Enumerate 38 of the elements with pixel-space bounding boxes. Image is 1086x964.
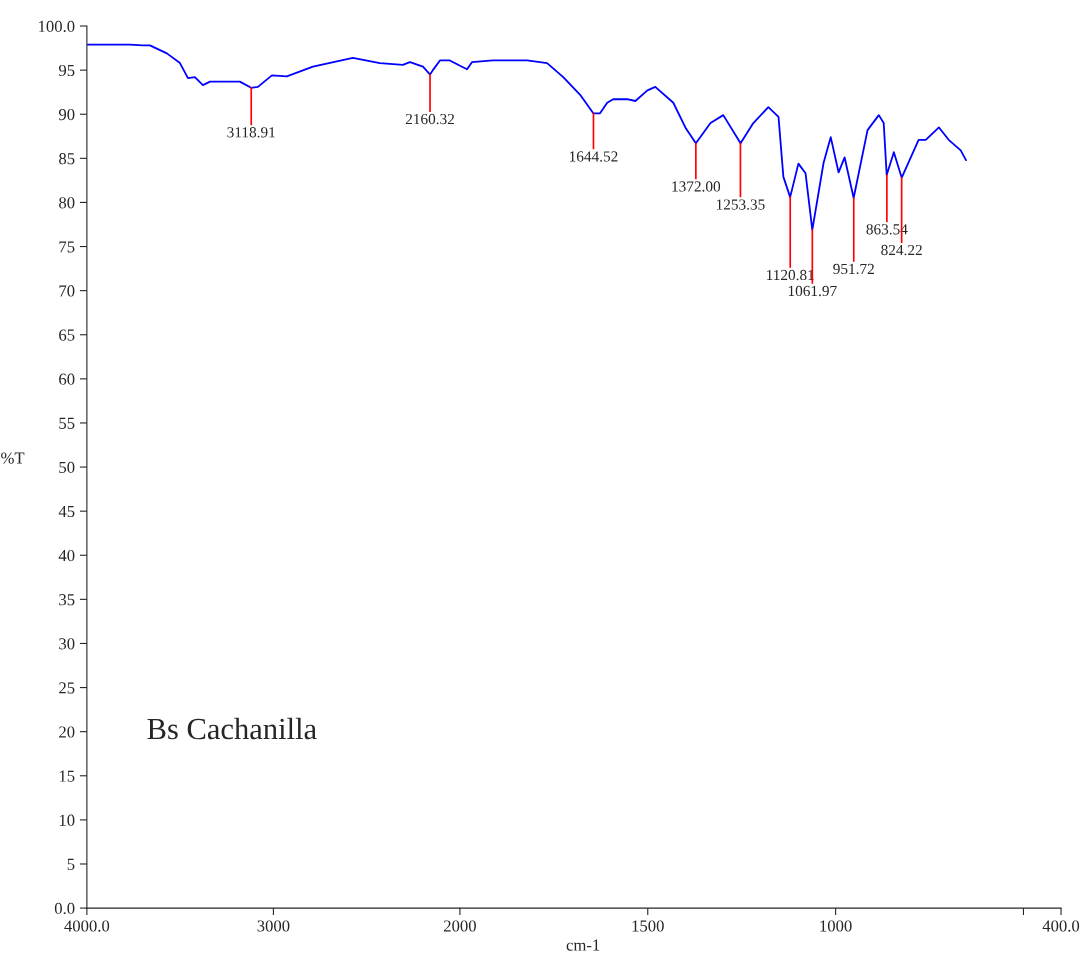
y-tick-label: 65 [59, 329, 75, 341]
y-tick-label: 95 [58, 64, 75, 77]
y-tick-label: 25 [59, 682, 75, 694]
x-tick-label: 3000 [257, 920, 290, 932]
annotation: 951.72 [833, 263, 874, 275]
x-tick-label: 1500 [632, 920, 664, 932]
y-tick-label: 35 [59, 594, 75, 606]
y-tick-label: 90 [58, 108, 75, 121]
annotation: 2160.32 [405, 113, 454, 125]
y-tick-label: 40 [58, 549, 75, 562]
y-tick-label: 0.0 [54, 902, 75, 915]
y-tick-label: 45 [58, 505, 75, 518]
annotation: 1644.52 [569, 151, 618, 162]
y-axis-title: %T [1, 452, 25, 464]
y-tick-label: 75 [59, 241, 75, 253]
y-tick-label: 100.0 [39, 20, 75, 33]
y-tick-label: 55 [59, 417, 75, 429]
y-tick-label: 50 [59, 461, 75, 473]
x-tick-label: 1000 [820, 920, 852, 932]
y-tick-label: 15 [59, 770, 75, 782]
y-tick-label: 60 [59, 373, 75, 385]
y-tick-label: 70 [59, 285, 75, 297]
y-tick-label: 20 [59, 726, 75, 738]
annotation: 1372.00 [672, 181, 721, 192]
x-axis-title: cm-1 [566, 939, 600, 951]
x-tick-label: 4000.0 [64, 920, 110, 932]
annotation: Bs Cachanilla [147, 717, 317, 740]
annotation: 1253.35 [716, 199, 765, 210]
annotation: 3118.91 [227, 127, 275, 138]
y-tick-label: 30 [59, 638, 75, 650]
y-tick-label: 80 [59, 197, 75, 209]
x-tick-label: 400.0 [1042, 920, 1080, 932]
y-tick-label: 85 [59, 153, 75, 165]
annotation: 1061.97 [788, 285, 837, 297]
y-tick-label: 10 [59, 814, 75, 826]
annotation: 824.22 [881, 244, 922, 256]
y-tick-label: 5 [67, 858, 75, 870]
x-tick-label: 2000 [443, 920, 476, 932]
